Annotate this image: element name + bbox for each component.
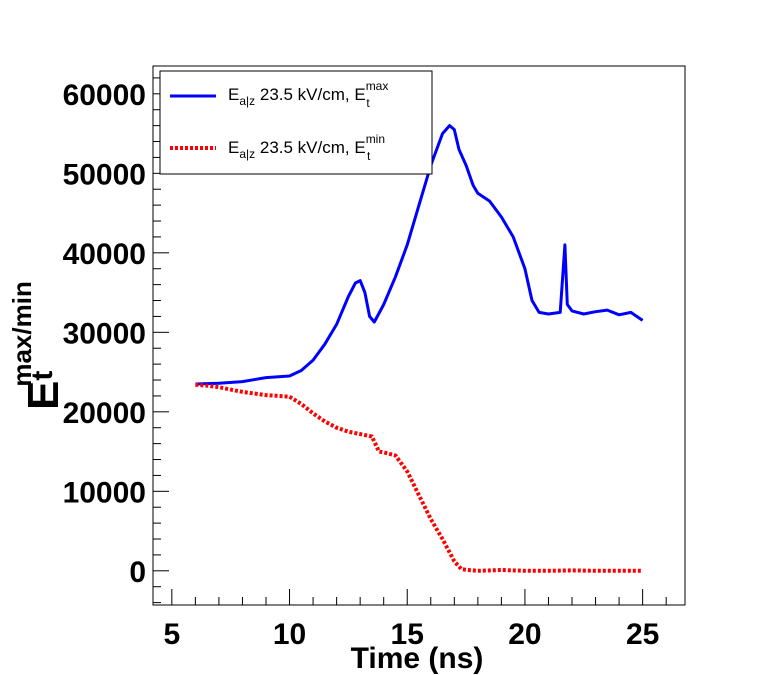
y-tick-label: 60000 (63, 79, 146, 112)
x-tick-label: 5 (163, 618, 180, 651)
legend-entry-max: Ea|z 23.5 kV/cm, Emax t (228, 79, 388, 110)
svg-text:Etmax/min: Etmax/min (7, 281, 68, 410)
legend: Ea|z 23.5 kV/cm, Emax t Ea|z 23.5 kV/cm, … (159, 70, 433, 175)
legend-entry-min: Ea|z 23.5 kV/cm, Emin t (228, 132, 385, 163)
series-line-max (195, 124, 644, 386)
legend-box (159, 70, 433, 175)
tick-labels: 5 10 15 20 25 0 10000 20000 30000 40000 50000 60000 (63, 79, 660, 651)
x-tick-label: 25 (626, 618, 659, 651)
axis-ticks (153, 77, 667, 605)
y-tick-label: 40000 (63, 238, 146, 271)
x-tick-label: 10 (273, 618, 306, 651)
y-tick-label: 10000 (63, 476, 146, 509)
y-tick-label: 50000 (63, 158, 146, 191)
y-tick-label: 30000 (63, 317, 146, 350)
series-layer (195, 124, 644, 573)
y-axis-title: Etmax/min (7, 281, 68, 410)
x-tick-label: 20 (508, 618, 541, 651)
y-axis-title-sup: max/min (7, 281, 37, 387)
y-tick-label: 0 (129, 556, 146, 589)
y-axis-title-base: E (19, 381, 68, 410)
y-tick-label: 20000 (63, 397, 146, 430)
x-axis-title: Time (ns) (351, 642, 484, 675)
x-tick-label: 15 (391, 618, 424, 651)
series-line-min (195, 382, 643, 573)
y-axis-title-sub: t (26, 371, 59, 381)
plot-frame (152, 65, 686, 606)
